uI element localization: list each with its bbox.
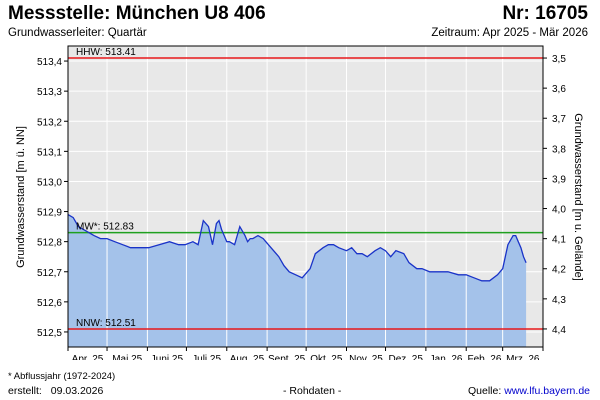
reference-label-mw: MW*: 512.83 (76, 222, 134, 233)
y-tick-label-right: 3,7 (552, 114, 566, 125)
y-tick-label-left: 512,6 (37, 298, 62, 309)
footnote: * Abflussjahr (1972-2024) (8, 371, 116, 382)
y-tick-label-left: 513,0 (37, 177, 62, 188)
y-tick-label-left: 512,5 (37, 328, 62, 339)
y-tick-label-right: 4,4 (552, 325, 566, 336)
y-tick-label-left: 512,9 (37, 208, 62, 219)
x-tick-label: Feb. 26 (467, 354, 501, 360)
series-line (67, 214, 527, 282)
source-row: Quelle: www.lfu.bayern.de (468, 385, 590, 397)
reference-label-hhw: HHW: 513.41 (76, 47, 136, 58)
rawdata-note: - Rohdaten - (283, 385, 342, 397)
y-tick-label-right: 3,6 (552, 84, 566, 95)
y-tick-label-left: 513,4 (37, 57, 62, 68)
x-tick-label: Juli 25 (192, 354, 221, 360)
x-tick-label: Apr. 25 (72, 354, 104, 360)
y-tick-label-right: 4,3 (552, 295, 566, 306)
station-title: Messstelle: München U8 406 (8, 3, 266, 24)
source-label: Quelle: (468, 385, 502, 397)
x-tick-label: Okt. 25 (310, 354, 343, 360)
y-tick-label-right: 4,0 (552, 205, 566, 216)
axis-layer: 512,5 512,6 512,7 512,8 512,9 513,0 513,1 513,2… (37, 45, 566, 360)
x-tick-label: Mai 25 (112, 354, 142, 360)
x-tick-label: Nov. 25 (349, 354, 383, 360)
y-tick-label-left: 512,7 (37, 268, 62, 279)
x-grid-layer (106, 46, 504, 347)
created-row: erstellt: 09.03.2026 (8, 385, 103, 397)
y-tick-label-left: 512,8 (37, 238, 62, 249)
source-link[interactable]: www.lfu.bayern.de (504, 385, 590, 397)
reference-labels: HHW: 513.41 MW*: 512.83 NNW: 512.51 (76, 47, 136, 329)
series-area-fill (68, 214, 527, 347)
x-tick-label: Jan. 26 (430, 354, 463, 360)
y-tick-label-right: 3,5 (552, 54, 566, 65)
y-axis-label-left: Grundwasserstand [m ü. NN] (15, 126, 27, 268)
y-tick-label-left: 513,2 (37, 117, 62, 128)
time-period: Zeitraum: Apr 2025 - Mär 2026 (431, 27, 588, 39)
reference-label-nnw: NNW: 512.51 (76, 318, 136, 329)
x-tick-label: Mrz. 26 (506, 354, 540, 360)
created-date: 09.03.2026 (50, 385, 104, 397)
station-number: Nr: 16705 (502, 3, 588, 24)
y-tick-label-left: 513,1 (37, 147, 62, 158)
y-tick-label-right: 3,9 (552, 174, 566, 185)
y-tick-label-right: 3,8 (552, 144, 566, 155)
plot-frame (67, 45, 544, 348)
x-tick-label: Aug. 25 (230, 354, 265, 360)
x-tick-label: Dez. 25 (388, 354, 423, 360)
y-tick-label-left: 513,3 (37, 87, 62, 98)
x-tick-label: Sept. 25 (268, 354, 306, 360)
aquifer-subtitle: Grundwasserleiter: Quartär (8, 27, 147, 39)
y-tick-label-right: 4,1 (552, 235, 566, 246)
created-label: erstellt: (8, 385, 42, 397)
y-axis-label-right: Grundwasserstand [m u. Gelände] (572, 113, 584, 281)
reference-lines (68, 57, 543, 330)
x-tick-label: Juni 25 (151, 354, 184, 360)
y-tick-label-right: 4,2 (552, 265, 566, 276)
